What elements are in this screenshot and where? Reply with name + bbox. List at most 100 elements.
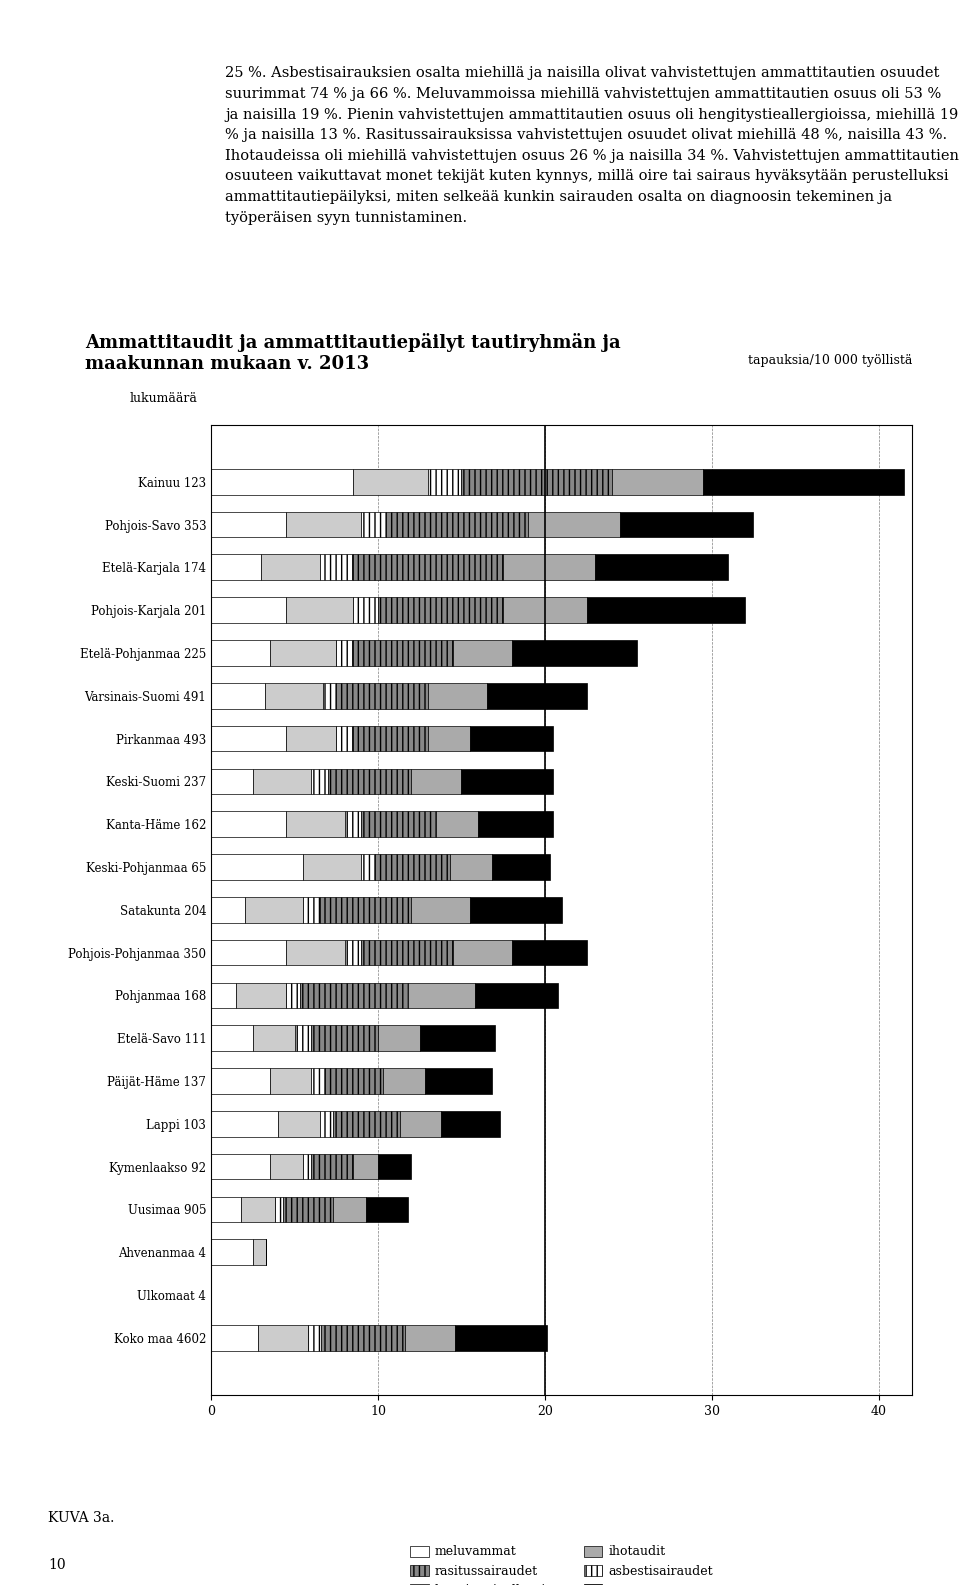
- Bar: [300, 983, 408, 1008]
- Bar: [211, 854, 303, 880]
- Bar: [453, 940, 512, 965]
- Bar: [512, 640, 636, 666]
- Bar: [211, 1197, 241, 1222]
- Bar: [286, 726, 336, 751]
- Bar: [336, 726, 353, 751]
- Bar: [211, 726, 286, 751]
- Bar: [428, 726, 469, 751]
- Bar: [353, 598, 378, 623]
- Bar: [311, 769, 328, 794]
- Bar: [503, 598, 587, 623]
- Bar: [245, 897, 303, 922]
- Bar: [492, 854, 550, 880]
- Bar: [258, 1325, 308, 1350]
- Bar: [353, 640, 453, 666]
- Bar: [286, 940, 345, 965]
- Bar: [612, 469, 704, 495]
- Bar: [361, 512, 386, 537]
- Bar: [211, 983, 236, 1008]
- Bar: [283, 1197, 333, 1222]
- Bar: [275, 1197, 283, 1222]
- Bar: [211, 1111, 278, 1136]
- Bar: [442, 1111, 500, 1136]
- Bar: [211, 512, 286, 537]
- Bar: [211, 1325, 258, 1350]
- Bar: [386, 512, 528, 537]
- Bar: [295, 1025, 311, 1051]
- Bar: [286, 983, 300, 1008]
- Bar: [320, 1111, 333, 1136]
- Bar: [270, 640, 336, 666]
- Bar: [308, 1325, 322, 1350]
- Bar: [320, 897, 412, 922]
- Bar: [265, 683, 323, 708]
- Bar: [322, 1325, 405, 1350]
- Bar: [462, 769, 553, 794]
- Bar: [211, 1068, 270, 1094]
- Bar: [428, 683, 487, 708]
- Bar: [620, 512, 754, 537]
- Bar: [323, 683, 336, 708]
- Bar: [211, 1239, 252, 1265]
- Bar: [412, 769, 462, 794]
- Bar: [587, 598, 745, 623]
- Bar: [241, 1197, 275, 1222]
- Bar: [261, 555, 320, 580]
- Bar: [211, 897, 245, 922]
- Bar: [303, 897, 320, 922]
- Text: 10: 10: [48, 1558, 65, 1572]
- Bar: [252, 1025, 295, 1051]
- Bar: [361, 854, 374, 880]
- Bar: [324, 1068, 383, 1094]
- Bar: [469, 726, 553, 751]
- Legend: meluvammat, rasitussairaudet, hengitystieallergiat, ihotaudit, asbestisairaudet,: meluvammat, rasitussairaudet, hengitysti…: [405, 1541, 718, 1585]
- Bar: [211, 555, 261, 580]
- Bar: [405, 1325, 455, 1350]
- Bar: [211, 812, 286, 837]
- Bar: [211, 683, 265, 708]
- Bar: [453, 640, 512, 666]
- Bar: [211, 769, 252, 794]
- Text: lukumäärä: lukumäärä: [130, 393, 197, 406]
- Bar: [211, 469, 353, 495]
- Bar: [286, 812, 345, 837]
- Bar: [270, 1068, 311, 1094]
- Bar: [303, 854, 361, 880]
- Bar: [361, 940, 453, 965]
- Bar: [236, 983, 286, 1008]
- Bar: [512, 940, 587, 965]
- Bar: [378, 598, 503, 623]
- Text: Ammattitaudit ja ammattitautiepäilyt tautiryhmän ja
maakunnan mukaan v. 2013: Ammattitaudit ja ammattitautiepäilyt tau…: [85, 333, 621, 372]
- Bar: [320, 555, 353, 580]
- Bar: [399, 1111, 442, 1136]
- Bar: [475, 983, 559, 1008]
- Bar: [383, 1068, 424, 1094]
- Bar: [437, 812, 478, 837]
- Bar: [367, 1197, 408, 1222]
- Bar: [278, 1111, 320, 1136]
- Bar: [487, 683, 587, 708]
- Bar: [408, 983, 475, 1008]
- Bar: [595, 555, 729, 580]
- Bar: [428, 469, 462, 495]
- Bar: [211, 640, 270, 666]
- Bar: [353, 1154, 378, 1179]
- Bar: [286, 512, 361, 537]
- Text: 25 %. Asbestisairauksien osalta miehillä ja naisilla olivat vahvistettujen ammat: 25 %. Asbestisairauksien osalta miehillä…: [226, 67, 959, 225]
- Bar: [252, 769, 311, 794]
- Bar: [378, 1154, 412, 1179]
- Bar: [424, 1068, 492, 1094]
- Bar: [211, 1154, 270, 1179]
- Bar: [345, 812, 361, 837]
- Bar: [353, 726, 428, 751]
- Bar: [311, 1068, 324, 1094]
- Bar: [378, 1025, 420, 1051]
- Bar: [303, 1154, 311, 1179]
- Bar: [333, 1197, 367, 1222]
- Bar: [270, 1154, 303, 1179]
- Bar: [311, 1154, 353, 1179]
- Bar: [374, 854, 450, 880]
- Bar: [412, 897, 469, 922]
- Bar: [704, 469, 903, 495]
- Bar: [311, 1025, 378, 1051]
